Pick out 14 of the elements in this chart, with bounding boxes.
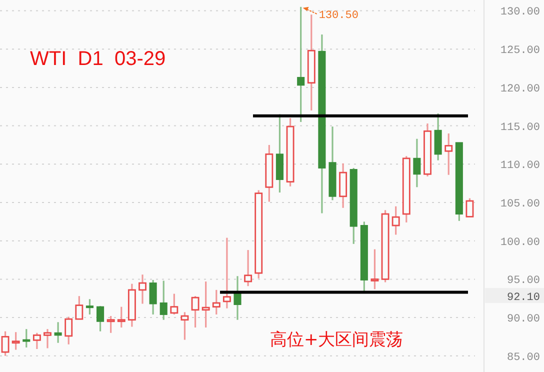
y-tick-label: 95.00 [506, 275, 540, 288]
text: WTI D1 03-29 [30, 48, 166, 70]
y-tick-label: 110.00 [500, 160, 540, 172]
y-tick-label: 115.00 [500, 122, 540, 134]
y-tick-label: 120.00 [500, 83, 540, 96]
y-tick-label: 100.00 [500, 236, 540, 249]
y-tick-label: 105.00 [500, 198, 540, 210]
y-tick-label: 125.00 [500, 45, 540, 58]
y-tick-label: 130.00 [500, 6, 540, 19]
y-tick-label: 90.00 [506, 314, 540, 326]
price-tag: 92.10 [485, 288, 544, 304]
annotation: 130.50 [318, 10, 358, 22]
y-tick-label: 85.00 [506, 352, 540, 364]
annotation: 高位+大区间震荡 [270, 330, 404, 350]
